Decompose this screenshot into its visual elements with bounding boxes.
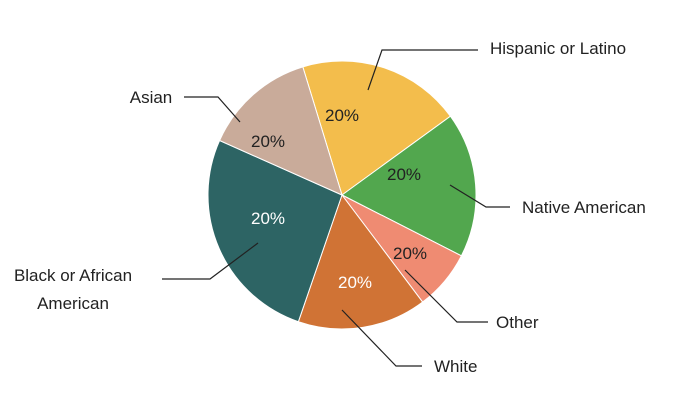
category-label-other: Other [496, 313, 539, 332]
percent-label-asian: 20% [251, 132, 285, 151]
category-label-black-or-african-american: Black or African American [14, 266, 132, 313]
leader-lines [162, 49, 510, 367]
pie-slice-asian [218, 66, 343, 196]
leader-line-asian [184, 96, 241, 123]
percent-label-black-or-african-american: 20% [251, 209, 285, 228]
pie-slice-native-american [341, 115, 477, 257]
percent-label-other: 20% [393, 244, 427, 263]
leader-line-black-or-african-american [162, 242, 259, 280]
leader-line-other [404, 269, 488, 323]
category-label-white: White [434, 357, 477, 376]
pie-slice-white [297, 193, 424, 330]
percent-label-white: 20% [338, 273, 372, 292]
leader-line-native-american [449, 184, 510, 208]
category-label-asian: Asian [130, 88, 173, 107]
category-label-hispanic-or-latino: Hispanic or Latino [490, 39, 626, 58]
category-labels: Hispanic or Latino Native American Other Wh… [14, 39, 646, 376]
pie-slice-black-or-african-american [207, 139, 343, 323]
percent-labels: 20% 20% 20% 20% 20% 20% [251, 106, 427, 292]
percent-label-native-american: 20% [387, 165, 421, 184]
percent-label-hispanic-or-latino: 20% [325, 106, 359, 125]
leader-line-hispanic-or-latino [367, 49, 478, 91]
pie-slice-hispanic-or-latino [302, 60, 452, 196]
category-label-native-american: Native American [522, 198, 646, 217]
leader-line-white [341, 309, 422, 367]
pie-slices [207, 60, 477, 330]
